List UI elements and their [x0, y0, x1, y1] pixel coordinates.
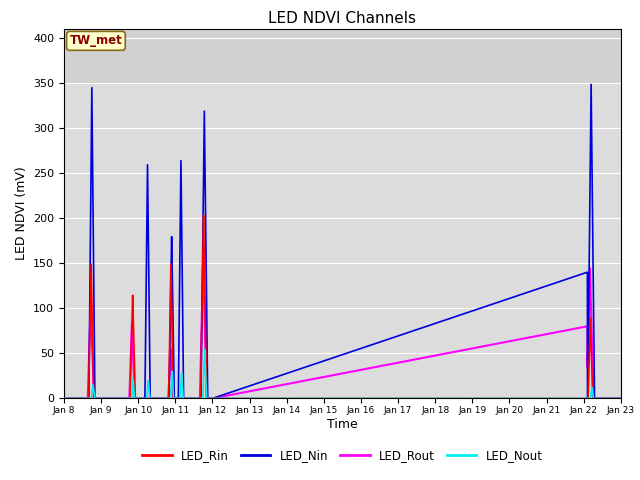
Title: LED NDVI Channels: LED NDVI Channels	[268, 11, 417, 26]
Bar	[64, 29, 621, 83]
Legend: LED_Rin, LED_Nin, LED_Rout, LED_Nout: LED_Rin, LED_Nin, LED_Rout, LED_Nout	[138, 444, 547, 467]
Y-axis label: LED NDVI (mV): LED NDVI (mV)	[15, 167, 28, 261]
Text: TW_met: TW_met	[70, 35, 122, 48]
X-axis label: Time: Time	[327, 418, 358, 431]
